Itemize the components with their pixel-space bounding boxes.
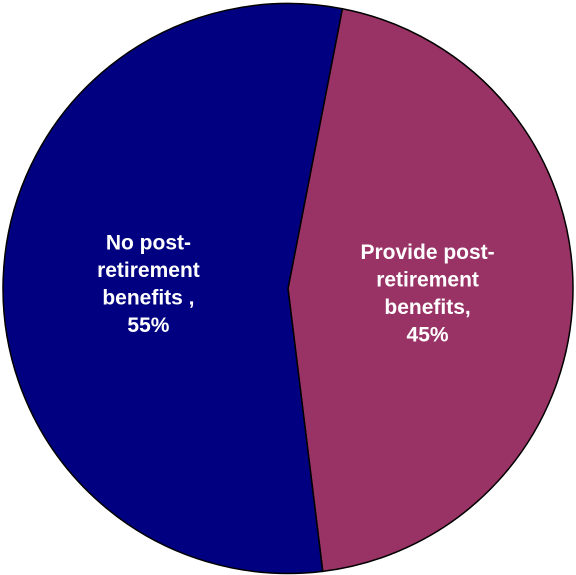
data-label-no-post-retirement-benefits: No post-retirement benefits , 55%: [97, 231, 200, 337]
data-label-line: retirement: [376, 269, 479, 292]
pie-labels: Provide post-retirement benefits, 45% No po…: [97, 231, 495, 346]
data-label-line: 55%: [127, 314, 169, 337]
data-label-line: 45%: [407, 324, 449, 347]
data-label-line: Provide post-: [360, 241, 494, 264]
pie-slice-provide-post-retirement-benefits: [287, 7, 574, 573]
data-label-line: benefits ,: [102, 286, 194, 309]
data-label-line: benefits,: [384, 296, 470, 319]
data-label-provide-post-retirement-benefits: Provide post-retirement benefits, 45%: [360, 241, 494, 347]
pie-slice-no-post-retirement-benefits: [2, 2, 344, 575]
data-label-line: retirement: [97, 259, 200, 282]
data-label-line: No post-: [106, 231, 191, 254]
